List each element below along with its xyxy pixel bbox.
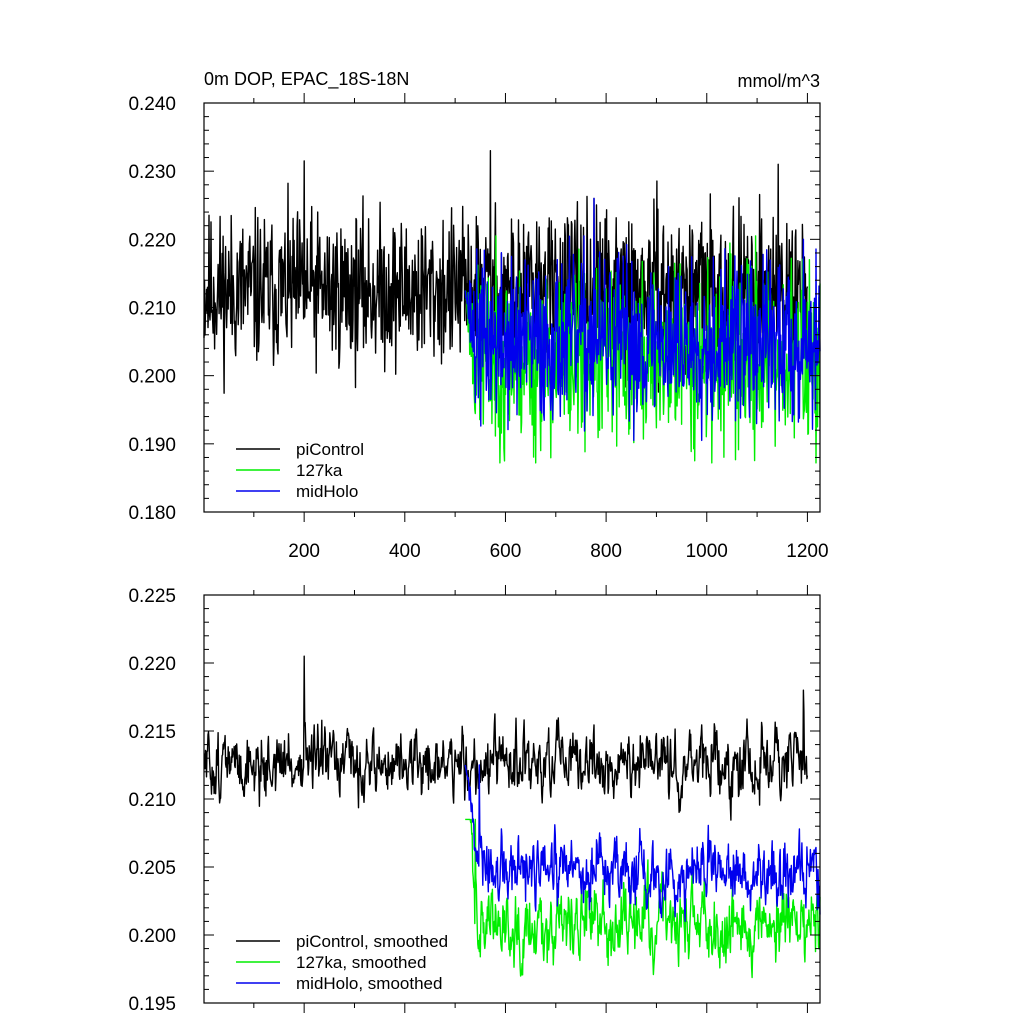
x-tick-label: 600 [490, 541, 522, 562]
series-line-1 [203, 655, 809, 821]
y-tick-label: 0.180 [128, 503, 176, 524]
y-tick-label: 0.195 [128, 994, 176, 1015]
legend-label: midHolo, smoothed [296, 974, 442, 993]
y-tick-label: 0.200 [128, 367, 176, 388]
y-tick-label: 0.220 [128, 654, 176, 675]
series-line-1 [203, 149, 809, 394]
chart-units: mmol/m^3 [738, 71, 820, 91]
x-tick-label: 400 [389, 541, 421, 562]
legend-label: 127ka [296, 461, 343, 480]
series-line-3 [464, 197, 821, 442]
y-tick-label: 0.220 [128, 230, 176, 251]
y-tick-label: 0.225 [128, 586, 176, 607]
y-tick-label: 0.210 [128, 790, 176, 811]
bottom-panel: 0.195 0.200 0.205 0.210 0.215 0.220 0.225 piCon… [128, 585, 821, 1015]
legend-label: piControl, smoothed [296, 932, 448, 951]
y-tick-label: 0.205 [128, 858, 176, 879]
x-tick-label: 1200 [786, 541, 828, 562]
x-tick-label: 1000 [686, 541, 728, 562]
y-tick-label: 0.215 [128, 722, 176, 743]
top-panel: 200 400 600 800 1000 1200 0.180 0.190 0.200 0.210… [128, 93, 829, 562]
y-tick-label: 0.190 [128, 435, 176, 456]
chart-title: 0m DOP, EPAC_18S-18N [204, 69, 409, 90]
y-tick-label: 0.230 [128, 162, 176, 183]
legend-label: midHolo [296, 482, 358, 501]
legend-label: 127ka, smoothed [296, 953, 426, 972]
legend-label: piControl [296, 440, 364, 459]
y-tick-label: 0.200 [128, 926, 176, 947]
x-tick-label: 200 [288, 541, 320, 562]
y-tick-label: 0.210 [128, 299, 176, 320]
series-line-2 [465, 818, 821, 979]
series-line-3 [464, 764, 821, 922]
y-tick-label: 0.240 [128, 94, 176, 115]
x-tick-label: 800 [590, 541, 622, 562]
